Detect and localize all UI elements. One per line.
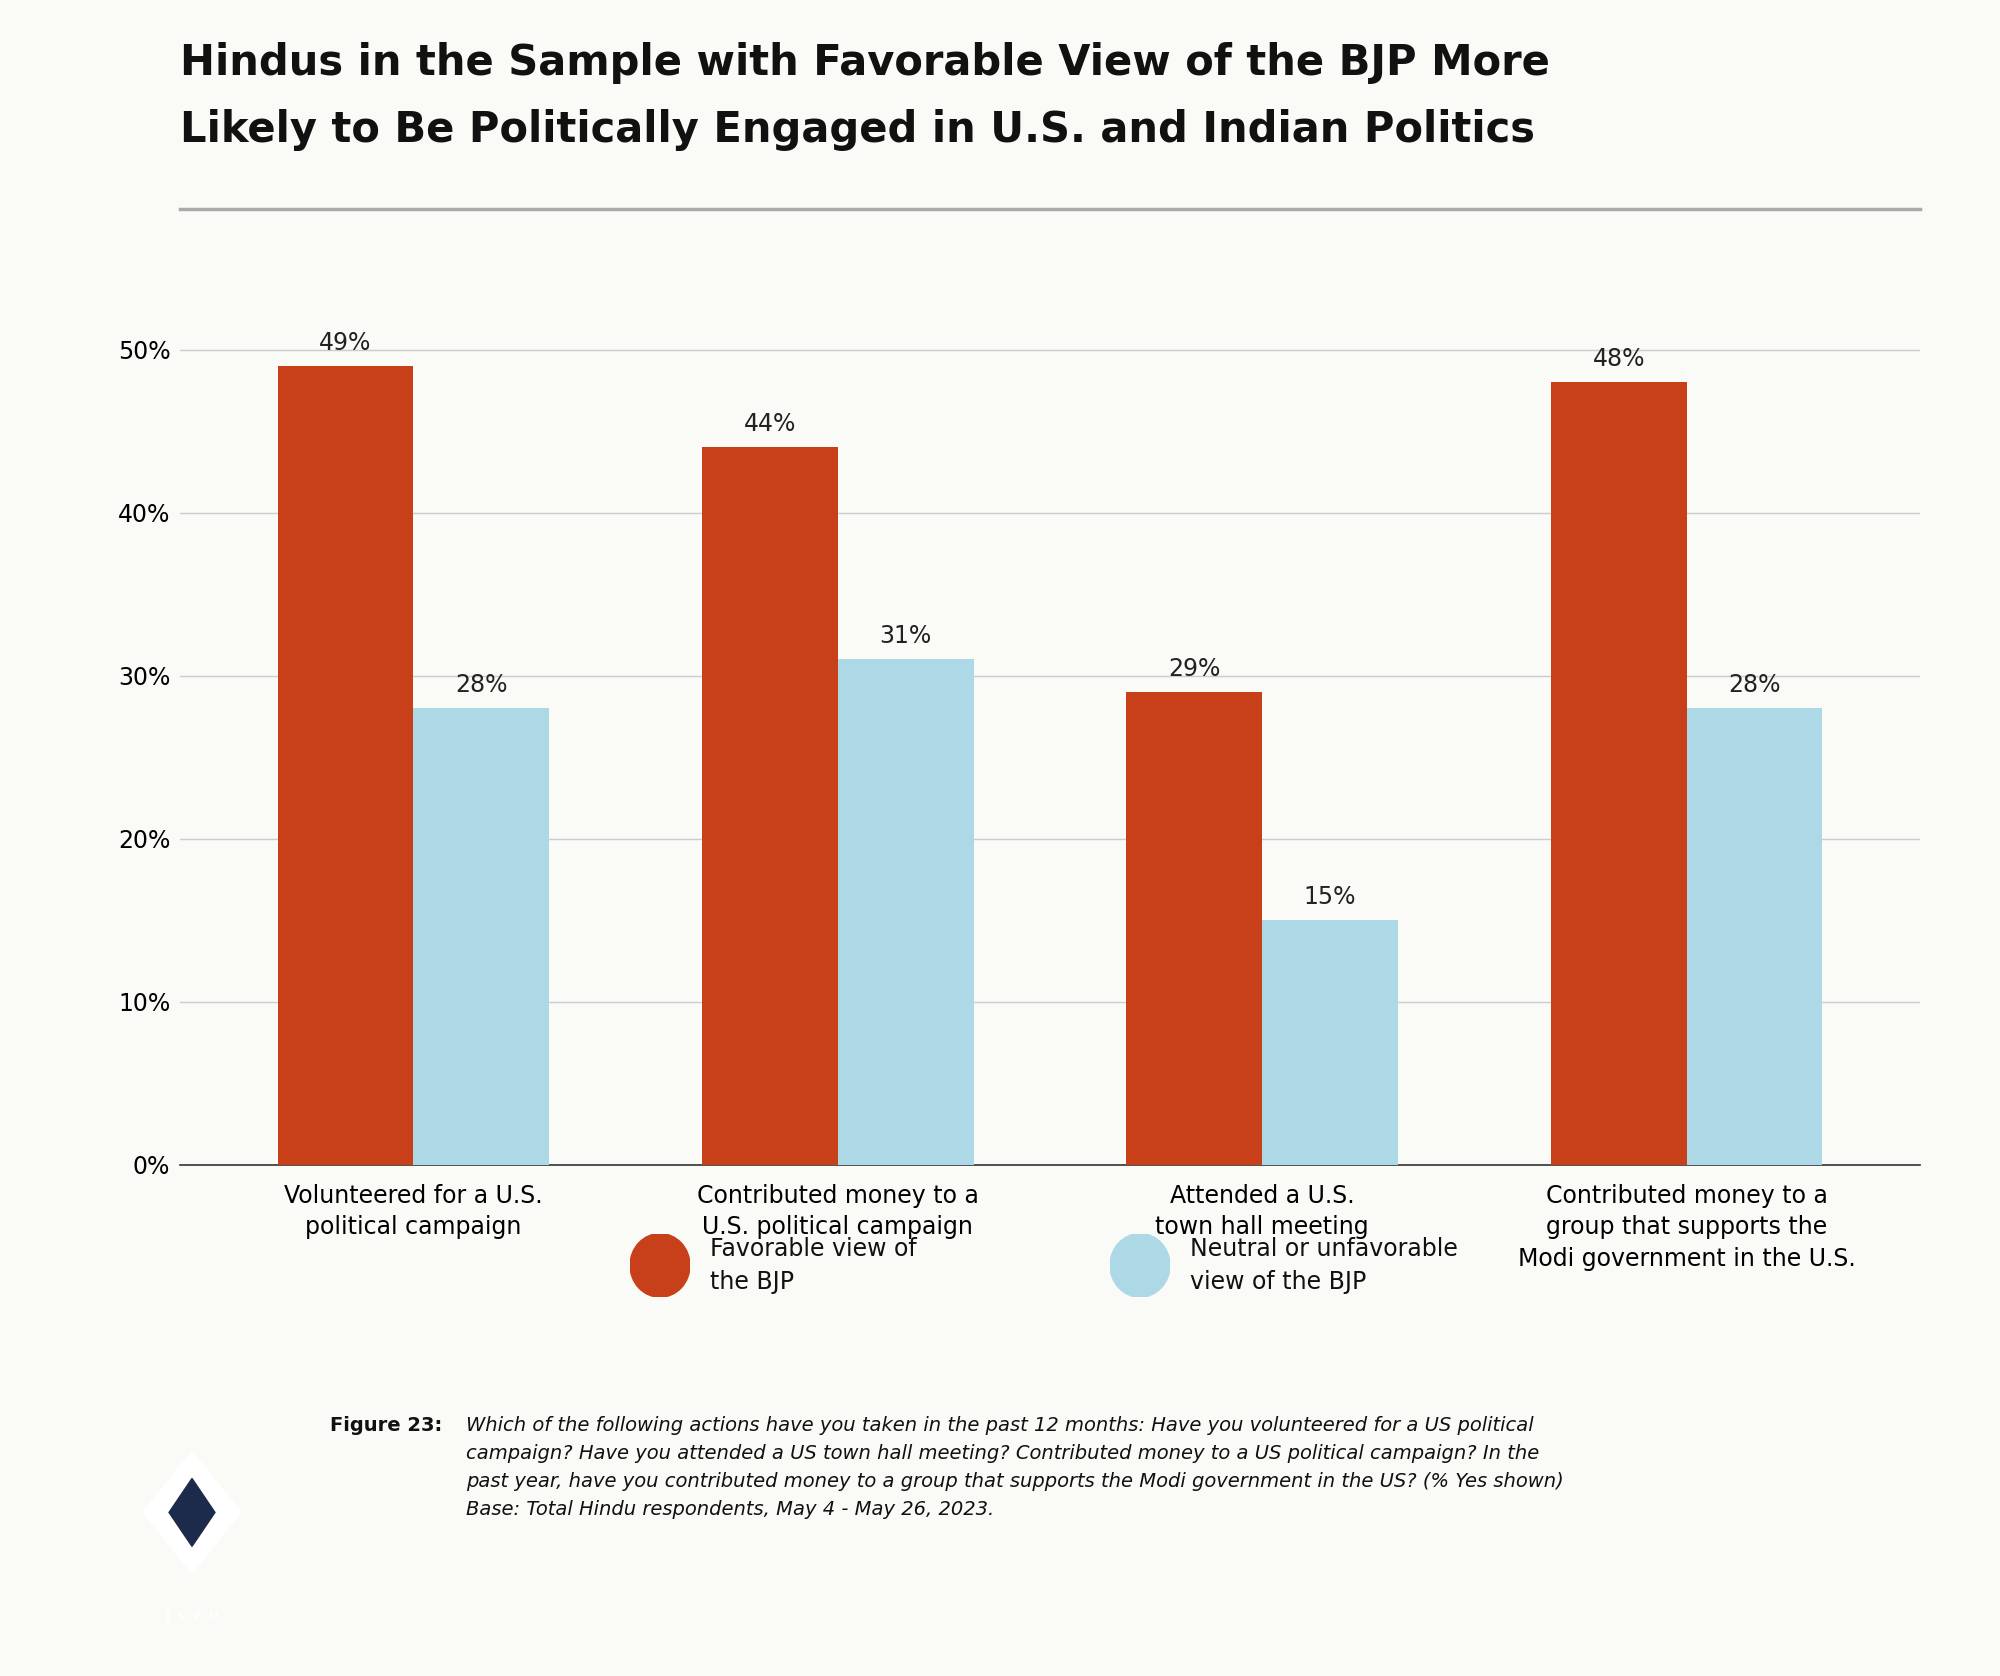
- Text: 28%: 28%: [1728, 674, 1780, 697]
- Polygon shape: [142, 1451, 242, 1574]
- Ellipse shape: [1110, 1234, 1170, 1297]
- Bar: [1262, 920, 1398, 1165]
- Text: I  S  P  U: I S P U: [166, 1612, 218, 1621]
- Text: 44%: 44%: [744, 412, 796, 436]
- Text: Neutral or unfavorable
view of the BJP: Neutral or unfavorable view of the BJP: [1190, 1237, 1458, 1294]
- Bar: [1550, 382, 1686, 1165]
- Bar: [838, 659, 974, 1165]
- Bar: [414, 709, 550, 1165]
- Bar: [278, 365, 414, 1165]
- Text: 15%: 15%: [1304, 885, 1356, 908]
- Text: Likely to Be Politically Engaged in U.S. and Indian Politics: Likely to Be Politically Engaged in U.S.…: [180, 109, 1536, 151]
- Text: 31%: 31%: [880, 623, 932, 649]
- Bar: [1686, 709, 1822, 1165]
- Text: 49%: 49%: [320, 330, 372, 355]
- Bar: [1126, 692, 1262, 1165]
- Text: 48%: 48%: [1592, 347, 1644, 370]
- Text: Favorable view of
the BJP: Favorable view of the BJP: [710, 1237, 916, 1294]
- Text: Hindus in the Sample with Favorable View of the BJP More: Hindus in the Sample with Favorable View…: [180, 42, 1550, 84]
- Text: 28%: 28%: [456, 674, 508, 697]
- Text: Figure 23:: Figure 23:: [330, 1416, 442, 1435]
- Ellipse shape: [630, 1234, 690, 1297]
- Text: Which of the following actions have you taken in the past 12 months: Have you vo: Which of the following actions have you …: [466, 1416, 1564, 1518]
- Text: 29%: 29%: [1168, 657, 1220, 680]
- Bar: [702, 447, 838, 1165]
- Polygon shape: [170, 1478, 214, 1547]
